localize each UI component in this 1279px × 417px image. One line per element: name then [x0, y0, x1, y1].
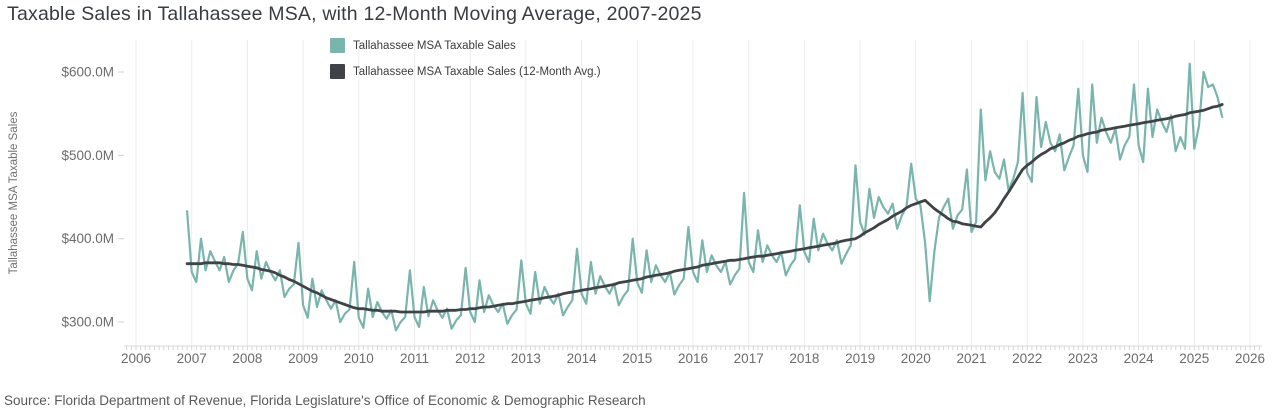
svg-text:2017: 2017	[734, 351, 764, 366]
svg-text:2026: 2026	[1235, 351, 1265, 366]
year-gridlines	[135, 40, 1251, 346]
y-axis: $600.0M $500.0M $400.0M $300.0M	[61, 65, 124, 330]
svg-text:2007: 2007	[177, 351, 207, 366]
x-axis: 2006 2007 2008 2009 2010 2011 2012 2013 2014 2015…	[121, 345, 1265, 366]
legend-item-sales: Tallahassee MSA Taxable Sales	[330, 38, 601, 53]
svg-text:2024: 2024	[1124, 351, 1155, 366]
svg-text:$300.0M: $300.0M	[61, 315, 114, 330]
series-moving-avg-line	[185, 103, 1224, 314]
svg-text:2010: 2010	[344, 351, 374, 366]
svg-text:2015: 2015	[622, 351, 652, 366]
svg-text:2009: 2009	[288, 351, 318, 366]
svg-text:2019: 2019	[845, 351, 875, 366]
svg-text:2013: 2013	[511, 351, 541, 366]
svg-text:2011: 2011	[400, 351, 429, 366]
svg-text:2022: 2022	[1012, 351, 1042, 366]
legend-label-moving-avg: Tallahassee MSA Taxable Sales (12-Month …	[353, 65, 601, 78]
svg-text:2021: 2021	[956, 351, 986, 366]
series-sales-line	[186, 62, 1224, 332]
legend-item-moving-avg: Tallahassee MSA Taxable Sales (12-Month …	[330, 64, 601, 79]
svg-text:2020: 2020	[901, 351, 931, 366]
svg-text:$600.0M: $600.0M	[61, 65, 114, 80]
chart-title: Taxable Sales in Tallahassee MSA, with 1…	[7, 3, 702, 25]
y-axis-title: Tallahassee MSA Taxable Sales	[8, 111, 20, 275]
svg-text:2016: 2016	[678, 351, 708, 366]
legend-swatch-moving-avg-icon	[330, 64, 345, 79]
legend-swatch-sales-icon	[330, 38, 345, 53]
svg-text:2012: 2012	[455, 351, 485, 366]
svg-text:$500.0M: $500.0M	[61, 148, 114, 163]
svg-text:2023: 2023	[1068, 351, 1098, 366]
source-caption: Source: Florida Department of Revenue, F…	[4, 393, 646, 408]
svg-text:2014: 2014	[567, 351, 598, 366]
legend-label-sales: Tallahassee MSA Taxable Sales	[353, 39, 516, 52]
svg-text:$400.0M: $400.0M	[61, 231, 114, 246]
svg-text:2018: 2018	[789, 351, 819, 366]
svg-text:2008: 2008	[232, 351, 262, 366]
svg-text:2006: 2006	[121, 351, 151, 366]
svg-text:2025: 2025	[1179, 351, 1209, 366]
legend: Tallahassee MSA Taxable Sales Tallahasse…	[330, 38, 601, 90]
